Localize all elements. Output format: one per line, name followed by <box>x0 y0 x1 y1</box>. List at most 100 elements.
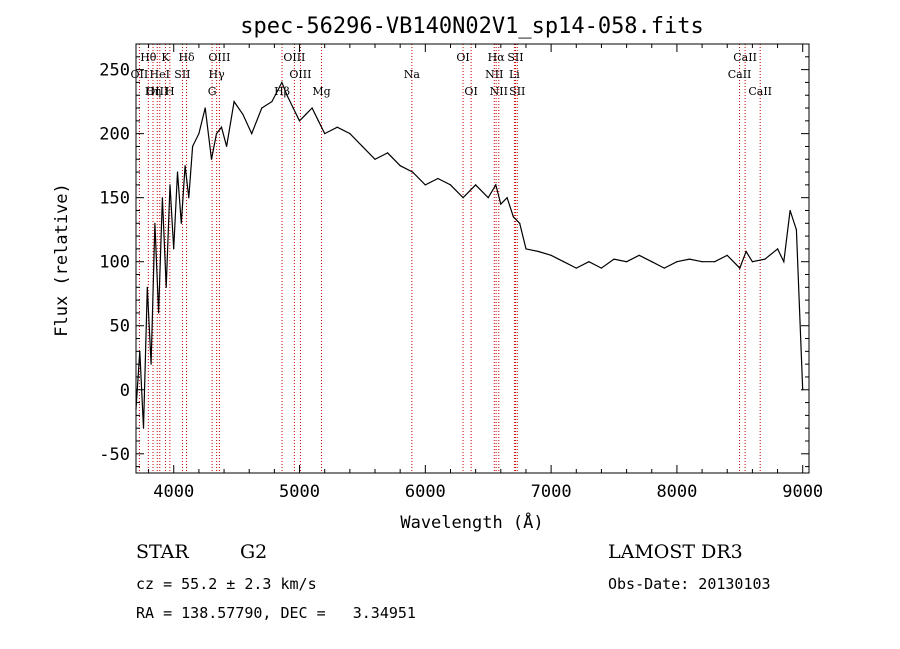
spectral-line-label: SII <box>507 51 523 64</box>
spectrum-point <box>449 184 452 186</box>
spectrum-point <box>688 258 691 260</box>
spectrum-point <box>626 261 628 263</box>
spectrum-point <box>281 81 283 83</box>
spectrum-point <box>204 107 206 109</box>
spectrum-point <box>651 261 653 263</box>
survey-release: LAMOST DR3 <box>608 541 743 563</box>
spectrum-point <box>783 261 785 263</box>
spectrum-point <box>361 145 363 147</box>
spectrum-point <box>349 133 351 135</box>
spectrum-point <box>142 427 145 429</box>
spectrum-point <box>242 113 244 115</box>
spectrum-point <box>271 101 273 103</box>
y-tick-label: 0 <box>120 381 130 401</box>
spectrum-point <box>777 248 779 250</box>
y-axis-ticks: -50 0 50 100 150 200 250 <box>99 56 809 468</box>
spectrum-point <box>192 145 194 147</box>
spectrum-point <box>575 267 577 269</box>
spectrum-point <box>305 113 307 115</box>
spectral-line-label: CaII <box>748 85 772 98</box>
spectral-line-label: NII <box>490 85 508 98</box>
y-tick-label: 50 <box>110 317 130 337</box>
spectral-line-label: CaII <box>733 51 757 64</box>
spectral-line-label: Na <box>404 68 421 81</box>
spectral-line-label: OIII <box>146 85 168 98</box>
spectrum-point <box>158 312 160 314</box>
spectrum-point <box>233 101 235 103</box>
spectral-line-label: SII <box>174 68 190 81</box>
spectral-line-label: OI <box>456 51 469 64</box>
chart-title: spec-56296-VB140N02V1_sp14-058.fits <box>240 14 704 39</box>
plot-frame <box>135 43 810 474</box>
spectrum-point <box>374 158 376 160</box>
spectrum-point <box>173 248 175 250</box>
spectrum-point <box>154 222 156 224</box>
spectrum-line <box>135 80 804 429</box>
spectral-line-label: Hθ <box>140 51 157 64</box>
spectral-line-label: H <box>165 85 175 98</box>
spectrum-point <box>789 209 791 212</box>
spectrum-point <box>226 145 228 147</box>
spectrum-point <box>251 133 253 135</box>
spectrum-point <box>726 254 728 256</box>
spectrum-point <box>714 261 716 263</box>
spectrum-point <box>424 184 426 186</box>
x-axis-ticks: 4000 5000 6000 7000 8000 9000 <box>148 44 823 502</box>
spectrum-point <box>537 250 540 253</box>
spectrum-point <box>184 165 186 167</box>
spectral-line-label: Hδ <box>178 51 195 64</box>
spectrum-point <box>180 222 182 224</box>
spectrum-point <box>600 267 603 269</box>
spectrum-point <box>701 261 703 263</box>
spectrum-point <box>146 286 148 288</box>
spectrum-point <box>150 363 152 365</box>
spectrum-point <box>676 261 678 263</box>
spectrum-point <box>512 216 515 218</box>
spectrum-point <box>210 158 213 160</box>
spectrum-point <box>412 171 414 173</box>
spectrum-point <box>475 184 477 186</box>
spectrum-point <box>317 120 319 122</box>
spectrum-point <box>506 197 508 199</box>
y-tick-label: 250 <box>99 61 130 81</box>
spectral-line-label: G <box>208 85 217 98</box>
spectrum-series <box>135 80 804 429</box>
x-axis-label: Wavelength (Å) <box>400 511 543 533</box>
spectrum-point <box>487 197 489 199</box>
spectrum-point <box>764 258 766 260</box>
spectrum-point <box>550 254 552 256</box>
x-tick-label: 4000 <box>153 482 194 502</box>
spectrum-point <box>525 248 527 250</box>
spectral-line-label: Mg <box>312 85 330 98</box>
spectrum-point <box>613 258 615 260</box>
spectrum-point <box>751 261 754 263</box>
spectrum-point <box>169 184 171 186</box>
subclass: G2 <box>240 541 268 563</box>
spectrum-point <box>462 197 464 199</box>
x-tick-label: 6000 <box>405 482 446 502</box>
spectrum-point <box>298 120 301 122</box>
spectrum-point <box>745 250 747 253</box>
spectral-line-label: NII <box>485 68 503 81</box>
spectrum-point <box>495 184 497 186</box>
spectral-line-label: OIII <box>289 68 311 81</box>
spectrum-point <box>588 261 590 263</box>
spectrum-point <box>165 286 167 288</box>
spectral-line-label: Hγ <box>209 68 226 81</box>
spectral-line-label: HeI <box>150 68 170 81</box>
spectrum-point <box>220 126 223 128</box>
x-tick-label: 9000 <box>782 482 823 502</box>
spectrum-point <box>198 133 200 135</box>
x-tick-label: 7000 <box>531 482 572 502</box>
spectrum-point <box>437 177 439 180</box>
spectrum-point <box>292 107 294 109</box>
spectral-line-label: Li <box>509 68 520 81</box>
spectrum-point <box>663 267 665 269</box>
spectral-lines-group <box>138 44 761 473</box>
object-type: STAR <box>136 541 189 563</box>
spectral-line-label: K <box>161 51 170 64</box>
y-tick-label: 100 <box>99 253 130 273</box>
spectrum-point <box>336 126 338 128</box>
